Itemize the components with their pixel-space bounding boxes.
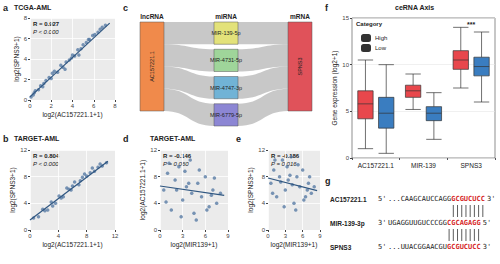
svg-text:5': 5' xyxy=(483,219,491,227)
svg-text:...CAAGCAUCCAGG: ...CAAGCAUCCAGG xyxy=(388,195,451,203)
svg-text:2: 2 xyxy=(24,77,28,83)
svg-text:P = 0.060: P = 0.060 xyxy=(163,161,189,167)
svg-text:log2(SPNS3+1): log2(SPNS3+1) xyxy=(9,167,17,212)
svg-text:8: 8 xyxy=(24,174,28,180)
svg-text:Gene expression (log2+1): Gene expression (log2+1) xyxy=(331,51,339,126)
svg-text:3: 3 xyxy=(284,233,288,239)
svg-text:0: 0 xyxy=(346,155,350,161)
svg-text:8: 8 xyxy=(154,174,158,180)
svg-text:3': 3' xyxy=(483,243,491,251)
svg-text:b: b xyxy=(3,134,9,144)
svg-text:8: 8 xyxy=(85,233,89,239)
svg-text:8: 8 xyxy=(262,174,266,180)
svg-text:4: 4 xyxy=(154,200,158,206)
svg-text:CGCAGAGG: CGCAGAGG xyxy=(447,219,481,227)
svg-text:f: f xyxy=(325,3,329,13)
svg-text:0: 0 xyxy=(28,233,32,239)
svg-text:0: 0 xyxy=(266,233,270,239)
svg-text:6: 6 xyxy=(24,36,28,42)
svg-text:0: 0 xyxy=(28,103,32,109)
svg-text:g: g xyxy=(325,176,331,186)
svg-text:4: 4 xyxy=(24,200,28,206)
svg-text:MIR-4747-3p: MIR-4747-3p xyxy=(210,85,242,91)
svg-text:4: 4 xyxy=(24,56,28,62)
svg-text:5: 5 xyxy=(346,108,350,114)
svg-text:log2(AC157221.1+1): log2(AC157221.1+1) xyxy=(139,160,147,220)
svg-text:e: e xyxy=(236,134,241,144)
svg-text:12: 12 xyxy=(258,147,265,153)
svg-text:12: 12 xyxy=(150,147,157,153)
svg-text:4: 4 xyxy=(262,200,266,206)
svg-text:P < 0.000: P < 0.000 xyxy=(33,29,59,35)
svg-text:6: 6 xyxy=(204,233,208,239)
svg-text:log2(AC157221.1+1): log2(AC157221.1+1) xyxy=(42,241,102,249)
svg-text:P < 0.000: P < 0.000 xyxy=(33,161,59,167)
svg-text:P = 0.016: P = 0.016 xyxy=(271,161,297,167)
svg-text:MIR-139-5p: MIR-139-5p xyxy=(211,30,240,36)
svg-text:SPNS3: SPNS3 xyxy=(330,244,352,251)
svg-text:GCGUCUCC: GCGUCUCC xyxy=(447,243,481,251)
svg-text:a: a xyxy=(3,3,9,13)
svg-text:R = -0.146: R = -0.146 xyxy=(163,153,192,159)
svg-text:miRNA: miRNA xyxy=(215,13,237,20)
svg-text:TARGET-AML: TARGET-AML xyxy=(14,135,60,142)
svg-text:...UUACGGAACGU: ...UUACGGAACGU xyxy=(388,243,447,251)
svg-text:8: 8 xyxy=(24,15,28,21)
svg-text:5': 5' xyxy=(378,243,386,251)
svg-text:0: 0 xyxy=(262,227,266,233)
svg-text:lncRNA: lncRNA xyxy=(140,13,164,20)
svg-text:2: 2 xyxy=(50,103,54,109)
svg-text:mRNA: mRNA xyxy=(290,13,310,20)
svg-text:TARGET-AML: TARGET-AML xyxy=(150,135,196,142)
svg-text:log2(SPNS3+1): log2(SPNS3+1) xyxy=(13,36,21,81)
svg-text:***: *** xyxy=(467,21,475,28)
svg-text:6: 6 xyxy=(92,103,96,109)
svg-text:d: d xyxy=(123,134,129,144)
svg-text:6: 6 xyxy=(301,233,305,239)
svg-text:8: 8 xyxy=(113,103,117,109)
svg-text:AC157221.1: AC157221.1 xyxy=(358,162,395,169)
svg-text:AC157221.1: AC157221.1 xyxy=(149,51,155,82)
svg-text:SPNS3: SPNS3 xyxy=(461,162,483,169)
svg-text:SPNS3: SPNS3 xyxy=(297,57,303,75)
svg-text:3: 3 xyxy=(181,233,185,239)
svg-text:12: 12 xyxy=(112,233,119,239)
svg-text:GCGUCUCC: GCGUCUCC xyxy=(451,195,485,203)
svg-text:Low: Low xyxy=(375,45,387,51)
svg-text:log2(MIR139+1): log2(MIR139+1) xyxy=(171,241,218,249)
svg-text:MIR-4731-5p: MIR-4731-5p xyxy=(210,57,242,63)
svg-text:R = 0.804: R = 0.804 xyxy=(33,153,60,159)
svg-text:MIR-139-3p: MIR-139-3p xyxy=(330,220,365,228)
svg-text:3': 3' xyxy=(487,195,495,203)
svg-text:TCGA-AML: TCGA-AML xyxy=(14,4,52,11)
svg-text:MIR-6779-5p: MIR-6779-5p xyxy=(210,112,242,118)
svg-text:4: 4 xyxy=(57,233,61,239)
svg-text:4: 4 xyxy=(71,103,75,109)
svg-text:R = 0.927: R = 0.927 xyxy=(33,21,60,27)
svg-text:MIR-139: MIR-139 xyxy=(411,162,436,169)
svg-text:c: c xyxy=(123,3,128,13)
svg-text:ceRNA Axis: ceRNA Axis xyxy=(395,4,434,11)
svg-text:9: 9 xyxy=(226,233,230,239)
svg-text:12: 12 xyxy=(20,147,27,153)
svg-text:UGAGGUUGUCCCGG: UGAGGUUGUCCCGG xyxy=(388,219,447,227)
svg-text:3': 3' xyxy=(378,219,386,227)
svg-text:High: High xyxy=(375,35,387,41)
svg-text:5': 5' xyxy=(378,195,386,203)
svg-text:0: 0 xyxy=(24,227,28,233)
svg-text:log2(AC157221.1+1): log2(AC157221.1+1) xyxy=(42,111,102,119)
svg-text:log2(MIR139+1): log2(MIR139+1) xyxy=(271,241,318,249)
svg-text:log2(SPNS3+1): log2(SPNS3+1) xyxy=(247,167,255,212)
svg-text:0: 0 xyxy=(158,233,162,239)
svg-text:15: 15 xyxy=(342,15,349,21)
svg-text:9: 9 xyxy=(318,233,322,239)
svg-text:R = -0.186: R = -0.186 xyxy=(271,153,300,159)
svg-text:AC157221.1: AC157221.1 xyxy=(330,196,367,203)
svg-text:Category: Category xyxy=(356,21,383,27)
svg-text:0: 0 xyxy=(24,97,28,103)
svg-text:10: 10 xyxy=(342,62,349,68)
svg-text:0: 0 xyxy=(154,227,158,233)
